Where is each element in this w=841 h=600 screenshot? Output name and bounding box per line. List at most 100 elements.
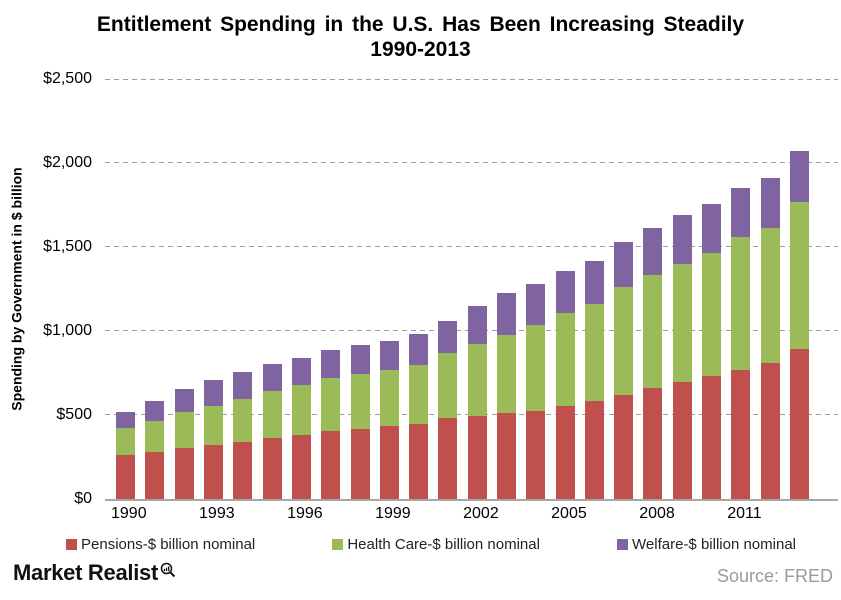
chart-title: Entitlement Spending in the U.S. Has Bee…: [0, 12, 841, 62]
bar-1992-pensions-segment: [174, 447, 194, 499]
bar-1998-health-care-segment: [350, 374, 370, 429]
bar-slot-1995: [257, 79, 286, 499]
bar-1992: [174, 388, 194, 499]
x-tick-label-2002: 2002: [463, 505, 499, 522]
bar-1996-welfare-segment: [291, 357, 311, 385]
bar-slot-2010: [697, 79, 726, 499]
gridline-2000: [105, 162, 838, 163]
bar-slot-1994: [228, 79, 257, 499]
bar-2007-welfare-segment: [614, 242, 634, 288]
x-axis-tick-labels: 1990 1993 1996 1999 2002 2005 2008 2011: [105, 505, 838, 523]
x-tick-empty: [788, 505, 814, 523]
bar-2007: [614, 242, 634, 499]
bar-2000-pensions-segment: [409, 423, 429, 499]
x-tick-label-1993: 1993: [199, 505, 235, 522]
bar-2002-health-care-segment: [467, 343, 487, 416]
bar-1991-pensions-segment: [145, 451, 165, 499]
bar-1990-health-care-segment: [116, 427, 136, 455]
bar-2009: [672, 215, 692, 499]
bar-1994-welfare-segment: [233, 371, 253, 400]
bar-slot-2004: [521, 79, 550, 499]
x-tick-empty: [675, 505, 701, 523]
bar-2007-pensions-segment: [614, 394, 634, 499]
bar-1996-health-care-segment: [291, 384, 311, 435]
bar-2002: [467, 306, 487, 499]
bar-slot-1999: [375, 79, 404, 499]
bar-1993-pensions-segment: [204, 444, 224, 499]
bar-2004-health-care-segment: [526, 324, 546, 411]
bar-2001: [438, 321, 458, 499]
gridline-2500: [105, 79, 838, 80]
bar-2011-health-care-segment: [731, 237, 751, 370]
bar-1994-pensions-segment: [233, 441, 253, 499]
x-tick-empty: [701, 505, 727, 523]
bar-1994-health-care-segment: [233, 399, 253, 442]
legend-swatch-pensions: [66, 539, 77, 550]
bar-2012-welfare-segment: [760, 178, 780, 228]
bars-container: [105, 79, 838, 499]
bar-slot-1993: [199, 79, 228, 499]
bar-2001-health-care-segment: [438, 353, 458, 418]
bar-1990-welfare-segment: [116, 411, 136, 428]
legend-swatch-welfare: [617, 539, 629, 550]
legend-label-welfare: Welfare-$ billion nominal: [632, 536, 796, 553]
y-tick-label: $2,000: [43, 154, 92, 171]
x-tick-label-2011: 2011: [727, 505, 762, 522]
x-tick-empty: [147, 505, 173, 523]
x-tick-empty: [499, 505, 525, 523]
bar-2004-welfare-segment: [526, 284, 546, 325]
bar-2000: [409, 333, 429, 499]
bar-1993-health-care-segment: [204, 405, 224, 445]
source-credit: Source: FRED: [716, 566, 833, 586]
brand-text: Market Realist: [13, 560, 158, 585]
y-tick-label: $0: [74, 490, 92, 507]
bar-slot-2003: [492, 79, 521, 499]
legend-item-pensions: Pensions-$ billion nominal: [66, 536, 255, 553]
chart-title-line1: Entitlement Spending in the U.S. Has Bee…: [96, 13, 745, 36]
bar-2013-health-care-segment: [789, 202, 809, 350]
bar-1997-welfare-segment: [321, 350, 341, 379]
bar-slot-1990: [111, 79, 140, 499]
y-tick-label: $500: [56, 406, 92, 423]
bar-2010-pensions-segment: [702, 376, 722, 499]
bar-1995-health-care-segment: [262, 390, 282, 439]
x-tick-empty: [235, 505, 261, 523]
y-axis-tick-labels: $0 $500 $1,000 $1,500 $2,000 $2,500: [28, 70, 98, 507]
bar-slot-2006: [580, 79, 609, 499]
bar-2013: [789, 151, 809, 499]
bar-2012-health-care-segment: [760, 227, 780, 363]
bar-1999-welfare-segment: [379, 341, 399, 370]
bar-2010-health-care-segment: [702, 253, 722, 377]
bar-2012: [760, 178, 780, 499]
bar-1999: [379, 341, 399, 499]
brand-logo: Market Realist: [13, 560, 176, 586]
bar-2012-pensions-segment: [760, 362, 780, 499]
bar-2002-pensions-segment: [467, 415, 487, 499]
x-tick-label-1996: 1996: [287, 505, 323, 522]
bar-2011: [731, 187, 751, 499]
bar-2008-health-care-segment: [643, 275, 663, 389]
bar-1992-health-care-segment: [174, 411, 194, 448]
bar-2001-welfare-segment: [438, 321, 458, 354]
bar-slot-2008: [638, 79, 667, 499]
bar-slot-2009: [668, 79, 697, 499]
legend-item-health-care: Health Care-$ billion nominal: [332, 536, 540, 553]
gridline-1500: [105, 246, 838, 247]
bar-2000-health-care-segment: [409, 364, 429, 424]
bar-2007-health-care-segment: [614, 287, 634, 395]
bar-1999-health-care-segment: [379, 369, 399, 427]
x-tick-empty: [173, 505, 199, 523]
bar-2009-welfare-segment: [672, 215, 692, 264]
bar-slot-2001: [433, 79, 462, 499]
bar-2003-pensions-segment: [497, 413, 516, 499]
x-tick-label-2005: 2005: [551, 505, 587, 522]
bar-2006-pensions-segment: [584, 400, 604, 499]
bar-slot-1996: [287, 79, 316, 499]
bar-2006: [584, 260, 604, 499]
x-tick-empty: [525, 505, 551, 523]
bar-1995-welfare-segment: [262, 364, 282, 391]
x-tick-empty: [437, 505, 463, 523]
bar-2004-pensions-segment: [526, 410, 546, 499]
legend-swatch-health-care: [332, 539, 344, 550]
bar-2005-pensions-segment: [555, 405, 575, 499]
